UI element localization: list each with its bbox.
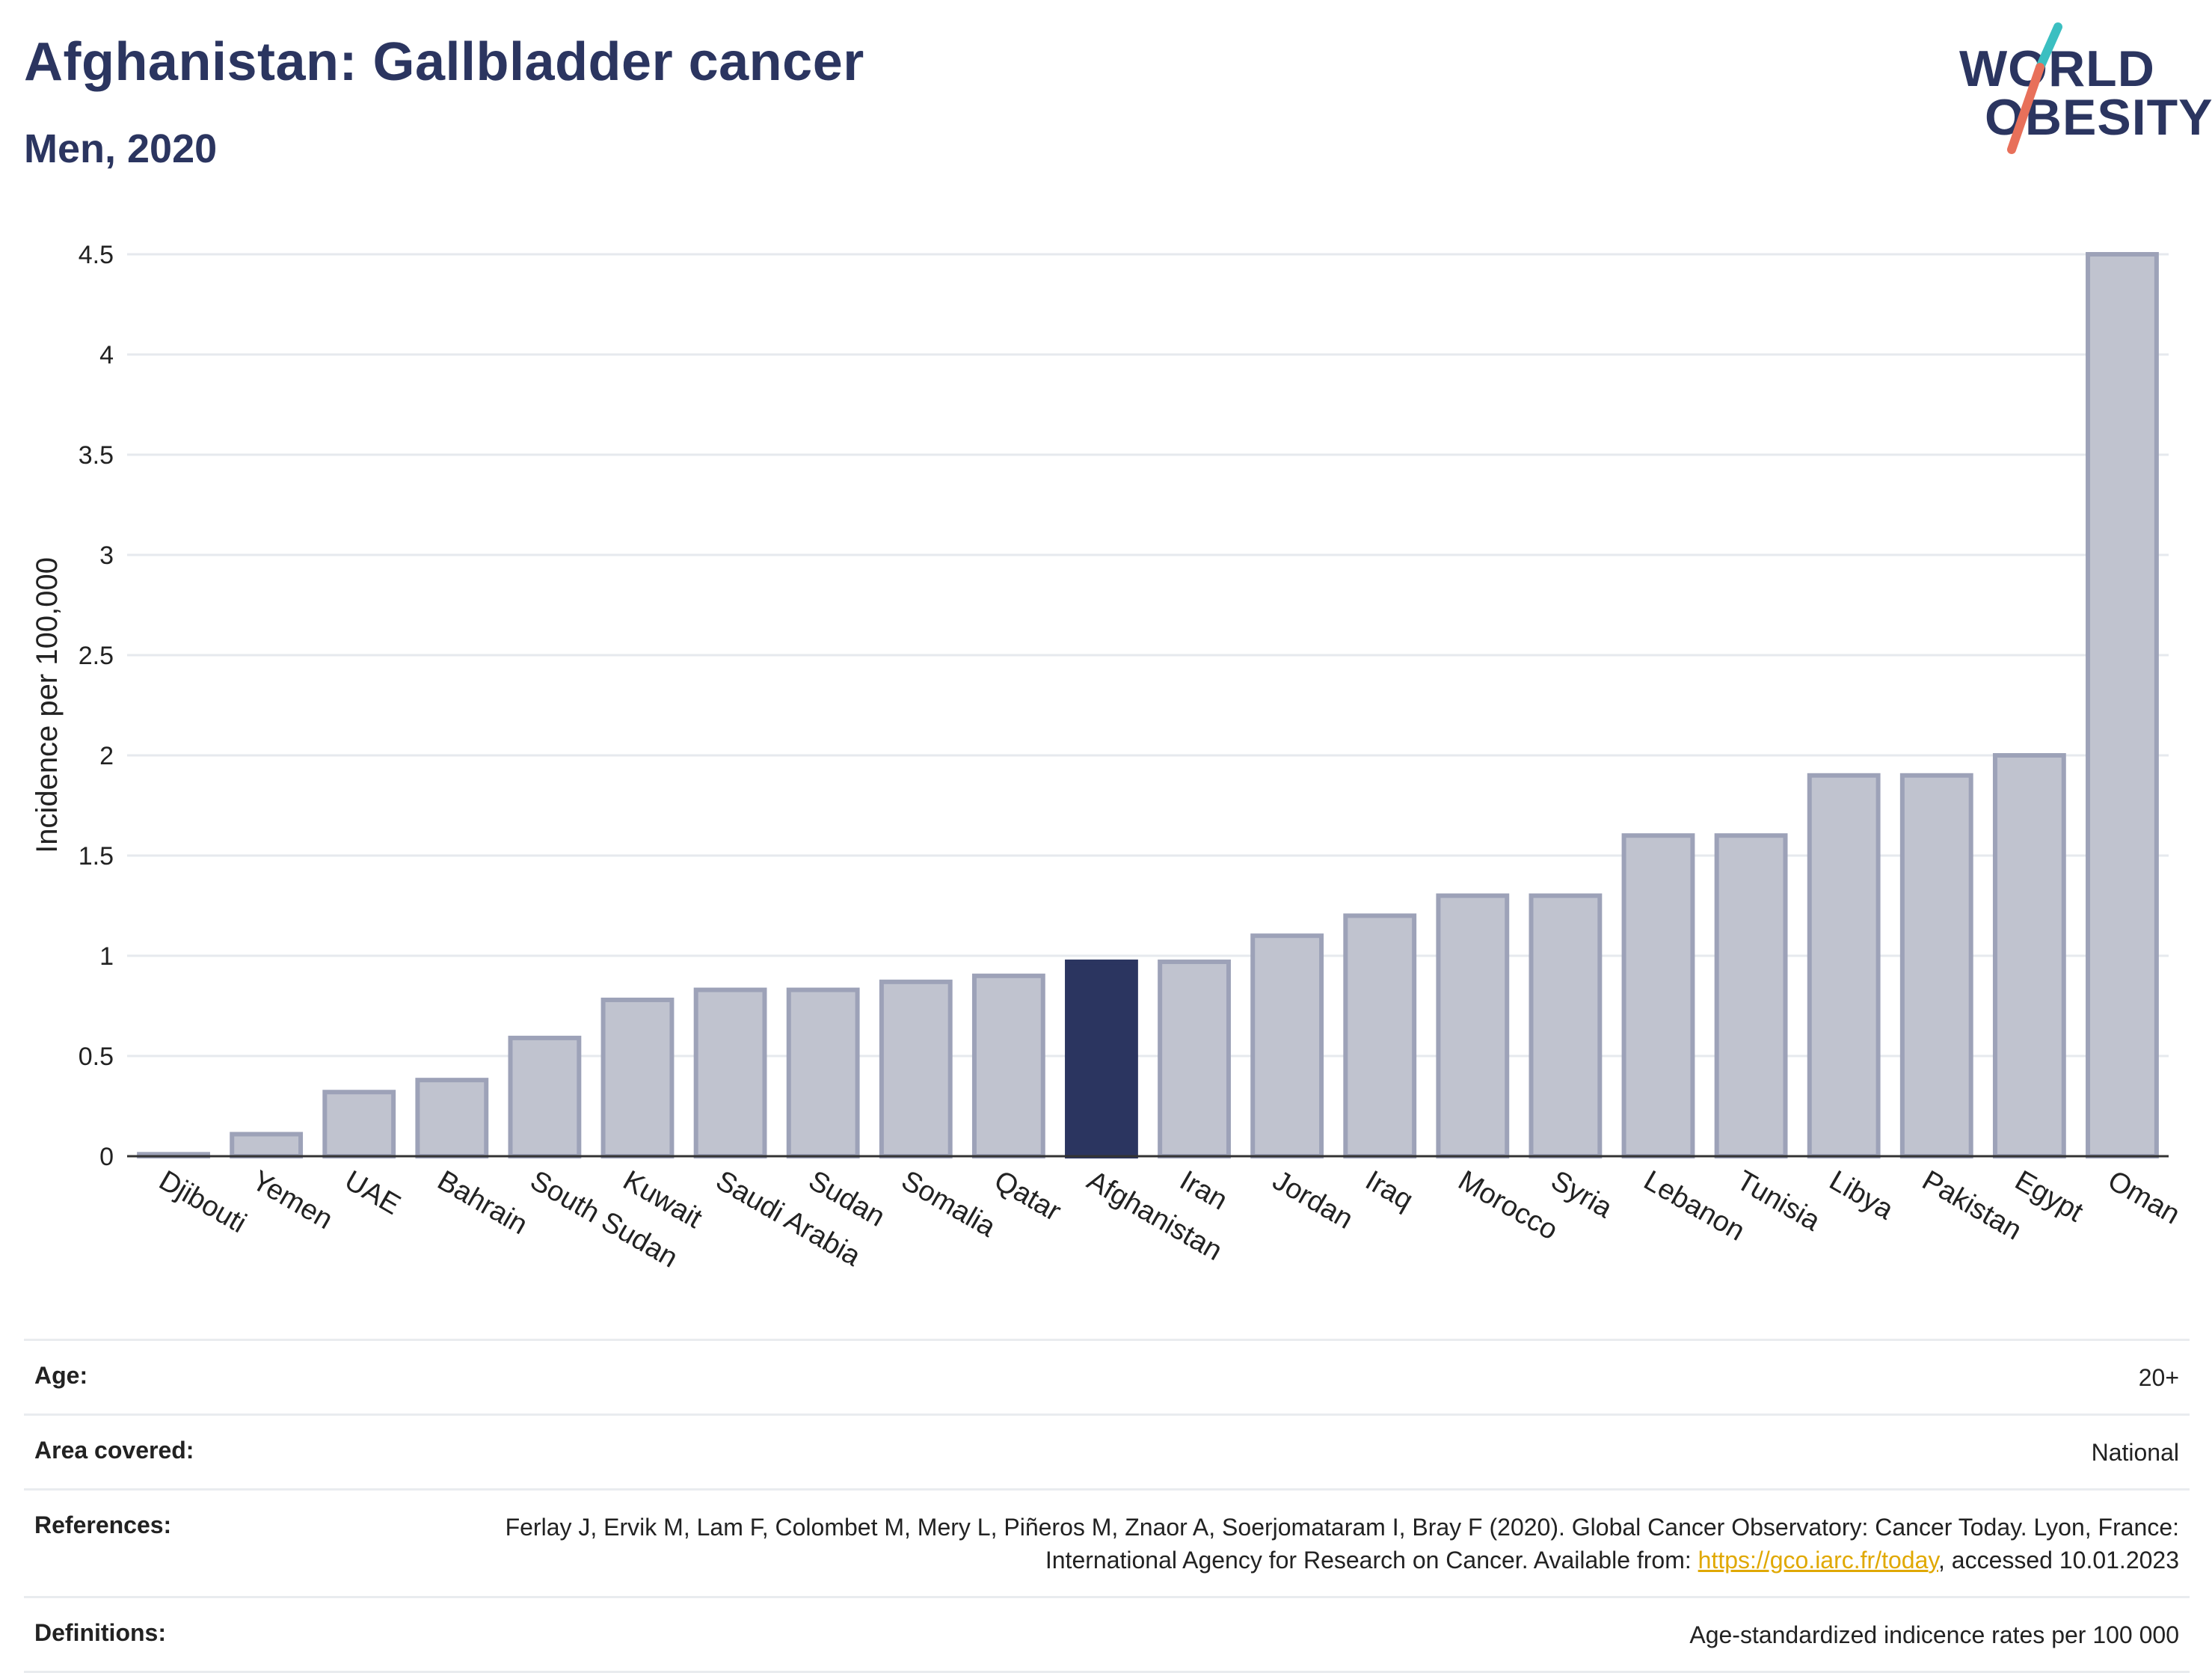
x-tick-label: Iraq bbox=[1360, 1164, 1419, 1216]
bar-yemen bbox=[230, 1132, 304, 1159]
bar-uae bbox=[322, 1090, 396, 1158]
y-tick-label: 3 bbox=[99, 541, 114, 570]
y-tick-label: 0 bbox=[99, 1143, 114, 1171]
x-tick-label: UAE bbox=[340, 1164, 406, 1221]
definitions-label: Definitions: bbox=[34, 1618, 166, 1646]
bar-tunisia bbox=[1714, 833, 1788, 1158]
y-tick-label: 3.5 bbox=[79, 441, 114, 470]
y-axis-ticks: 0 0.5 1 1.5 2 2.5 3 3.5 4 4.5 bbox=[79, 241, 114, 1171]
x-tick-label: Jordan bbox=[1268, 1164, 1359, 1235]
bar-saudi-arabia bbox=[693, 987, 767, 1159]
bar-bahrain bbox=[415, 1078, 489, 1159]
x-tick-label: Qatar bbox=[989, 1164, 1066, 1227]
bar-syria bbox=[1529, 893, 1603, 1158]
definitions-value: Age-standardized indicence rates per 100… bbox=[1689, 1621, 2179, 1648]
bar-kuwait bbox=[600, 997, 675, 1158]
chart-subtitle: Men, 2020 bbox=[24, 126, 218, 171]
y-axis-label: Incidence per 100,000 bbox=[31, 557, 64, 853]
y-tick-label: 1 bbox=[99, 942, 114, 971]
bar-iraq bbox=[1343, 913, 1417, 1159]
y-tick-label: 0.5 bbox=[79, 1043, 114, 1071]
logo-text-world: WORLD bbox=[1959, 40, 2155, 97]
bar-sudan bbox=[786, 987, 860, 1159]
y-tick-label: 1.5 bbox=[79, 842, 114, 871]
bar-egypt bbox=[1992, 753, 2066, 1158]
bar-south-sudan bbox=[508, 1035, 582, 1158]
references-label: References: bbox=[34, 1511, 172, 1539]
grid-lines bbox=[127, 253, 2169, 1057]
meta-row-definitions: Definitions: Age-standardized indicence … bbox=[24, 1595, 2190, 1673]
x-tick-label: Morocco bbox=[1453, 1164, 1563, 1246]
x-tick-label: Lebanon bbox=[1638, 1164, 1750, 1247]
x-tick-label: Djibouti bbox=[154, 1164, 252, 1239]
x-tick-label: Libya bbox=[1824, 1164, 1899, 1226]
references-value: Ferlay J, Ervik M, Lam F, Colombet M, Me… bbox=[459, 1511, 2179, 1576]
logo-slash-icon bbox=[2007, 22, 2062, 154]
meta-row-area: Area covered: National bbox=[24, 1413, 2190, 1488]
x-tick-label: Pakistan bbox=[1917, 1164, 2027, 1246]
x-tick-label: Bahrain bbox=[432, 1164, 532, 1241]
references-text: Ferlay J, Ervik M, Lam F, Colombet M, Me… bbox=[505, 1514, 2179, 1574]
meta-row-age: Age: 20+ bbox=[24, 1339, 2190, 1413]
x-tick-label: Oman bbox=[2102, 1164, 2185, 1230]
bars bbox=[137, 252, 2159, 1159]
area-label: Area covered: bbox=[34, 1437, 194, 1464]
chart-title: Afghanistan: Gallbladder cancer bbox=[24, 32, 864, 92]
bar-iran bbox=[1158, 960, 1231, 1159]
bar-afghanistan bbox=[1065, 960, 1138, 1159]
bar-somalia bbox=[879, 979, 953, 1158]
metadata-table: Age: 20+ Area covered: National Referenc… bbox=[24, 1339, 2190, 1673]
x-tick-label: Iran bbox=[1175, 1164, 1233, 1216]
bar-morocco bbox=[1436, 893, 1510, 1158]
y-tick-label: 4 bbox=[99, 341, 114, 369]
references-accessed: , accessed 10.01.2023 bbox=[1938, 1546, 2179, 1574]
bar-pakistan bbox=[1899, 773, 1973, 1158]
bar-lebanon bbox=[1621, 833, 1695, 1158]
y-tick-label: 4.5 bbox=[79, 241, 114, 269]
y-tick-label: 2.5 bbox=[79, 642, 114, 670]
bar-jordan bbox=[1250, 933, 1324, 1158]
age-value: 20+ bbox=[2138, 1364, 2179, 1391]
references-link[interactable]: https://gco.iarc.fr/today bbox=[1698, 1546, 1938, 1574]
x-tick-label: Somalia bbox=[896, 1164, 1001, 1243]
age-label: Age: bbox=[34, 1362, 88, 1389]
x-tick-label: Yemen bbox=[247, 1164, 338, 1235]
bar-libya bbox=[1807, 773, 1881, 1158]
meta-row-references: References: Ferlay J, Ervik M, Lam F, Co… bbox=[24, 1488, 2190, 1595]
world-obesity-logo: WORLD OBESITY bbox=[1959, 21, 2212, 156]
area-value: National bbox=[2091, 1439, 2179, 1467]
bar-qatar bbox=[971, 973, 1045, 1159]
bar-oman bbox=[2086, 252, 2159, 1158]
y-tick-label: 2 bbox=[99, 742, 114, 770]
